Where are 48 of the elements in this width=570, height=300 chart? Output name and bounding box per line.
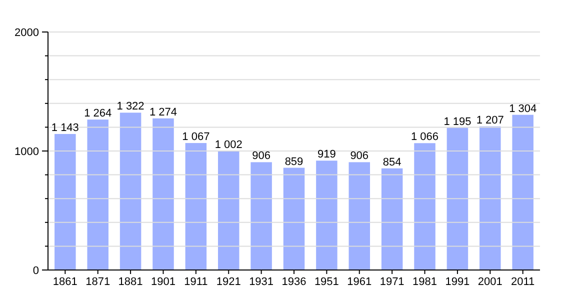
y-tick-label: 2000 (14, 26, 39, 39)
x-tick-label: 2011 (511, 276, 535, 288)
data-label: 1 304 (509, 102, 537, 115)
y-tick-label: 1000 (14, 146, 39, 158)
bar (446, 128, 468, 270)
bar (152, 118, 174, 270)
x-tick-label: 1961 (347, 276, 372, 288)
bar (414, 143, 436, 270)
x-tick-label: 2001 (478, 276, 502, 288)
x-tick-label: 1881 (118, 276, 143, 288)
bar (87, 120, 108, 270)
bar (512, 114, 534, 270)
bar (381, 168, 403, 270)
x-tick-label: 1921 (216, 276, 241, 288)
x-tick-label: 1951 (314, 276, 339, 288)
x-tick-label: 1871 (86, 276, 110, 288)
bar (348, 162, 370, 270)
bar (185, 143, 207, 270)
x-tick-label: 1991 (445, 276, 470, 288)
x-tick-label: 1981 (412, 276, 438, 288)
bar (120, 112, 142, 270)
y-tick-label: 0 (32, 264, 39, 277)
data-label: 859 (284, 156, 304, 168)
x-tick-label: 1901 (150, 276, 176, 288)
data-label: 1 274 (149, 106, 177, 118)
x-tick-label: 1936 (282, 276, 306, 288)
data-label: 1 002 (214, 138, 242, 151)
data-label: 1 143 (51, 122, 79, 134)
data-label: 1 207 (476, 114, 504, 126)
x-tick-label: 1911 (184, 276, 208, 288)
data-label: 1 264 (84, 108, 112, 120)
bar (480, 126, 501, 270)
data-label: 1 066 (411, 131, 439, 144)
data-label: 1 067 (182, 131, 210, 144)
data-label: 906 (252, 150, 270, 162)
data-label: 919 (318, 148, 336, 161)
x-tick-label: 1971 (380, 276, 404, 288)
bar (250, 162, 272, 270)
bar (54, 134, 76, 270)
data-label: 1 195 (444, 116, 472, 128)
bar (283, 168, 305, 270)
data-label: 1 322 (116, 100, 144, 113)
x-tick-label: 1931 (249, 276, 274, 288)
bar (218, 150, 240, 270)
x-tick-label: 1861 (52, 276, 78, 288)
bar (316, 160, 338, 270)
data-label: 854 (382, 156, 402, 168)
data-label: 906 (350, 150, 369, 162)
